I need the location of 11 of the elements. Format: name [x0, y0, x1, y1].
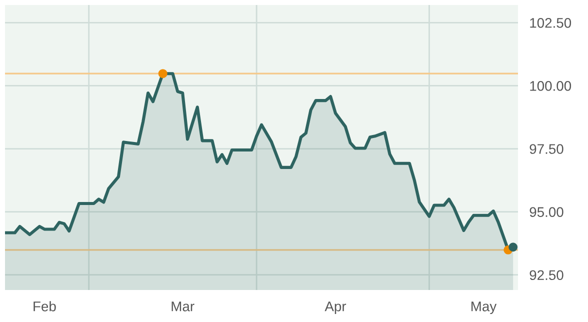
y-tick-label: 92.50	[530, 270, 564, 280]
y-tick-label: 97.50	[530, 144, 564, 154]
x-tick-label: May	[471, 302, 497, 314]
point	[158, 69, 168, 78]
x-tick-label: Feb	[34, 301, 56, 312]
y-tick-label: 102.50	[530, 18, 572, 28]
x-tick-label: Mar	[172, 302, 194, 312]
y-tick-label: 100.00	[530, 81, 572, 91]
point	[508, 242, 518, 252]
x-tick-label: Apr	[324, 302, 346, 314]
y-tick-label: 95.00	[530, 207, 564, 217]
